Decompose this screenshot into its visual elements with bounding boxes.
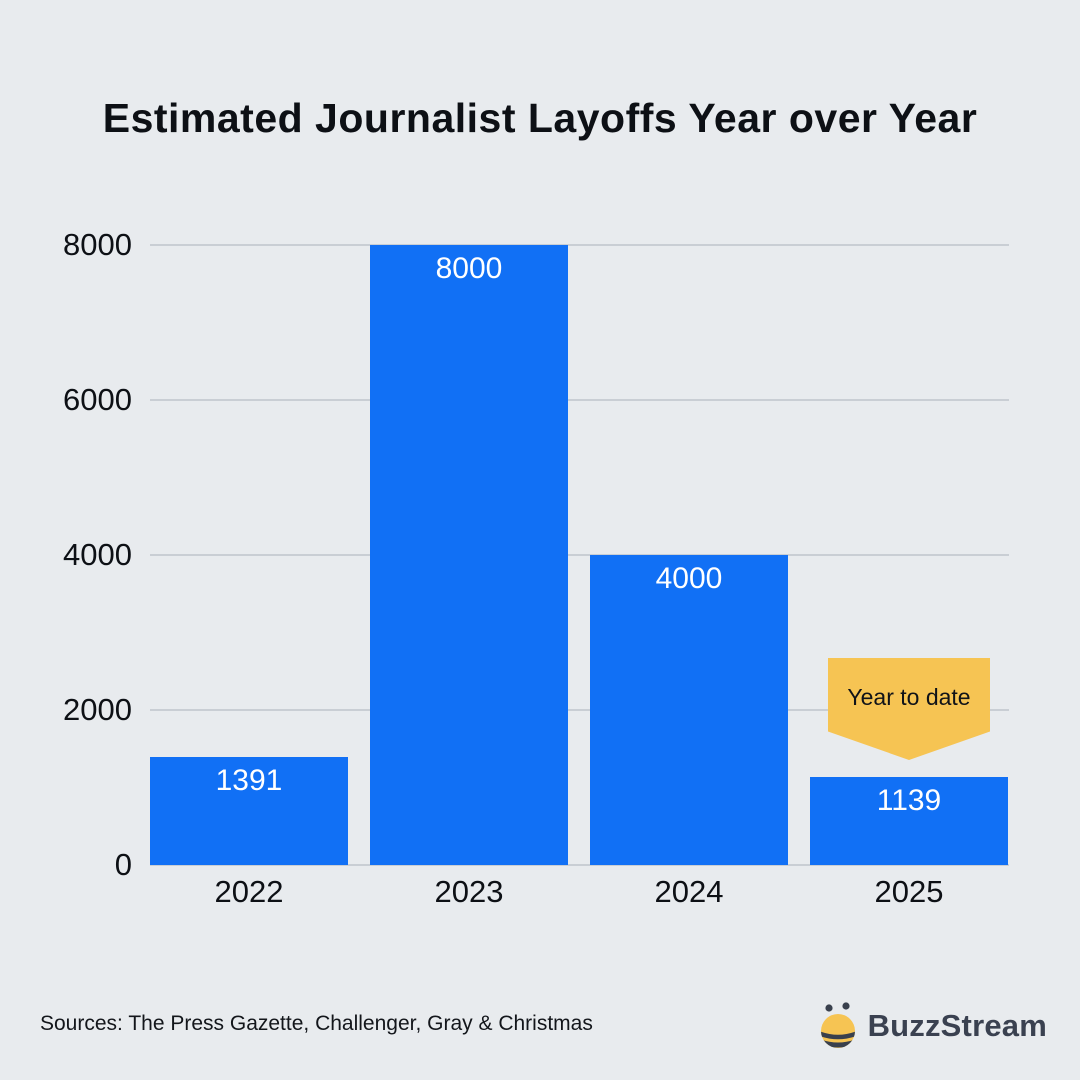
callout-label: Year to date [847, 684, 971, 710]
y-axis-tick: 0 [114, 847, 132, 882]
y-axis-tick: 4000 [63, 537, 132, 572]
sources-note: Sources: The Press Gazette, Challenger, … [40, 1012, 593, 1035]
gridline-0 [150, 864, 1009, 866]
chart-title: Estimated Journalist Layoffs Year over Y… [102, 95, 978, 141]
x-axis-label-2023: 2023 [434, 874, 504, 909]
brand-logo: BuzzStream [818, 1002, 1047, 1050]
bar-2024: 4000 [590, 555, 788, 865]
brand-name: BuzzStream [867, 1008, 1047, 1043]
bar-2023: 8000 [370, 245, 568, 865]
gridline-4000 [150, 554, 1009, 556]
bar-2022: 1391 [150, 757, 348, 865]
x-axis-label-2024: 2024 [654, 874, 724, 909]
gridline-6000 [150, 399, 1009, 401]
y-axis-tick: 8000 [63, 227, 132, 262]
x-axis-label-2025: 2025 [874, 874, 944, 909]
bar-value-label: 4000 [655, 562, 723, 595]
y-axis-tick: 2000 [63, 692, 132, 727]
plot-area: 1391 8000 4000 1139 [150, 244, 1009, 866]
bar-value-label: 1391 [215, 764, 283, 797]
bar-value-label: 8000 [435, 252, 503, 285]
bar-2025: 1139 [810, 777, 1008, 865]
bee-icon [820, 1002, 855, 1048]
gridline-2000 [150, 709, 1009, 711]
gridline-8000 [150, 244, 1009, 246]
year-to-date-callout: Year to date [828, 658, 990, 760]
bar-value-label: 1139 [876, 784, 942, 817]
y-axis-tick: 6000 [63, 382, 132, 417]
x-axis-label-2022: 2022 [214, 874, 284, 909]
